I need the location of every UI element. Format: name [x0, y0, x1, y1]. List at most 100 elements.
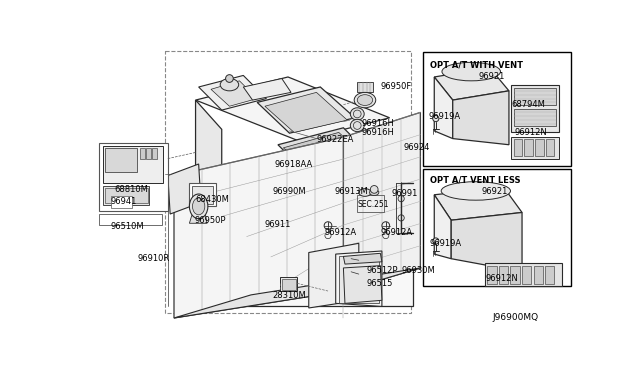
Text: 68794M: 68794M	[511, 100, 545, 109]
Text: 96924: 96924	[403, 143, 430, 152]
Polygon shape	[308, 243, 359, 308]
Text: 96919A: 96919A	[428, 112, 460, 121]
Text: J96900MQ: J96900MQ	[493, 312, 539, 322]
Text: 96950F: 96950F	[380, 81, 412, 91]
Polygon shape	[198, 76, 266, 110]
Polygon shape	[280, 155, 359, 186]
Text: OPT A/T VENT LESS: OPT A/T VENT LESS	[431, 176, 521, 185]
Text: 96913M: 96913M	[334, 187, 368, 196]
Text: 96916H: 96916H	[361, 119, 394, 128]
Polygon shape	[276, 151, 365, 189]
Ellipse shape	[220, 78, 239, 91]
Bar	[534, 266, 543, 284]
Text: 96930M: 96930M	[402, 266, 436, 275]
Ellipse shape	[357, 95, 372, 106]
Bar	[535, 140, 543, 156]
Bar	[511, 266, 520, 284]
Polygon shape	[243, 78, 291, 100]
Ellipse shape	[225, 75, 234, 82]
Text: 96921: 96921	[479, 71, 506, 81]
Text: 96990M: 96990M	[273, 187, 306, 196]
Ellipse shape	[350, 108, 364, 120]
Text: 96991: 96991	[391, 189, 417, 198]
Bar	[485, 263, 562, 286]
Bar	[513, 140, 522, 156]
Polygon shape	[174, 268, 420, 318]
Text: 96916H: 96916H	[361, 128, 394, 137]
Text: 96512P: 96512P	[367, 266, 398, 275]
Bar	[515, 109, 556, 126]
Bar	[99, 214, 162, 225]
Polygon shape	[452, 91, 509, 145]
Text: 96911: 96911	[265, 220, 291, 229]
Ellipse shape	[369, 189, 379, 196]
Bar	[357, 195, 384, 212]
Bar	[357, 81, 372, 92]
Bar	[105, 148, 137, 173]
Text: 96912A: 96912A	[324, 228, 356, 237]
Bar	[111, 196, 132, 208]
Polygon shape	[211, 81, 257, 106]
Ellipse shape	[442, 62, 500, 81]
Ellipse shape	[359, 189, 371, 196]
Bar	[105, 188, 148, 203]
Ellipse shape	[193, 198, 205, 215]
Bar	[524, 140, 533, 156]
Polygon shape	[435, 187, 522, 220]
Polygon shape	[376, 125, 410, 145]
Bar	[499, 266, 508, 284]
Text: 96918AA: 96918AA	[274, 160, 312, 169]
Text: 96919A: 96919A	[429, 239, 462, 248]
Polygon shape	[265, 92, 348, 132]
Circle shape	[433, 238, 439, 244]
Polygon shape	[196, 77, 390, 141]
Text: 96912A: 96912A	[380, 228, 413, 237]
Circle shape	[433, 115, 439, 122]
Polygon shape	[344, 112, 420, 291]
Bar	[422, 52, 570, 166]
Polygon shape	[336, 251, 382, 307]
Bar	[357, 195, 384, 212]
Polygon shape	[174, 137, 344, 318]
Ellipse shape	[371, 186, 378, 193]
Bar	[99, 143, 168, 211]
Text: 96950P: 96950P	[195, 216, 227, 225]
Text: 68430M: 68430M	[196, 195, 229, 204]
Polygon shape	[451, 212, 522, 272]
Ellipse shape	[350, 119, 364, 132]
Polygon shape	[257, 87, 355, 133]
Text: 96515: 96515	[367, 279, 393, 289]
Polygon shape	[344, 266, 382, 303]
Polygon shape	[344, 253, 382, 264]
Bar	[189, 183, 216, 206]
Polygon shape	[435, 195, 451, 259]
Bar	[511, 137, 559, 158]
Ellipse shape	[354, 92, 376, 108]
Polygon shape	[278, 128, 367, 168]
Bar	[103, 186, 149, 205]
Ellipse shape	[441, 182, 511, 200]
Text: 68810M: 68810M	[114, 185, 148, 194]
Text: 96910R: 96910R	[137, 254, 170, 263]
Bar	[511, 85, 559, 132]
Polygon shape	[168, 164, 201, 214]
Bar	[515, 88, 556, 105]
Bar	[282, 279, 296, 289]
Polygon shape	[435, 77, 452, 139]
Text: 96912N: 96912N	[515, 128, 547, 137]
Polygon shape	[189, 216, 207, 223]
Bar	[147, 148, 151, 158]
Bar	[545, 266, 554, 284]
Polygon shape	[196, 100, 221, 206]
Bar	[280, 277, 297, 291]
Bar	[140, 148, 145, 158]
Text: SEC.251: SEC.251	[357, 200, 388, 209]
Text: 96941: 96941	[111, 197, 137, 206]
Text: 96921: 96921	[482, 187, 508, 196]
Text: 96922EA: 96922EA	[316, 135, 354, 144]
Polygon shape	[372, 122, 414, 148]
Polygon shape	[284, 132, 359, 166]
Text: 96510M: 96510M	[111, 222, 145, 231]
Bar	[192, 186, 213, 204]
Text: 96912N: 96912N	[485, 274, 518, 283]
